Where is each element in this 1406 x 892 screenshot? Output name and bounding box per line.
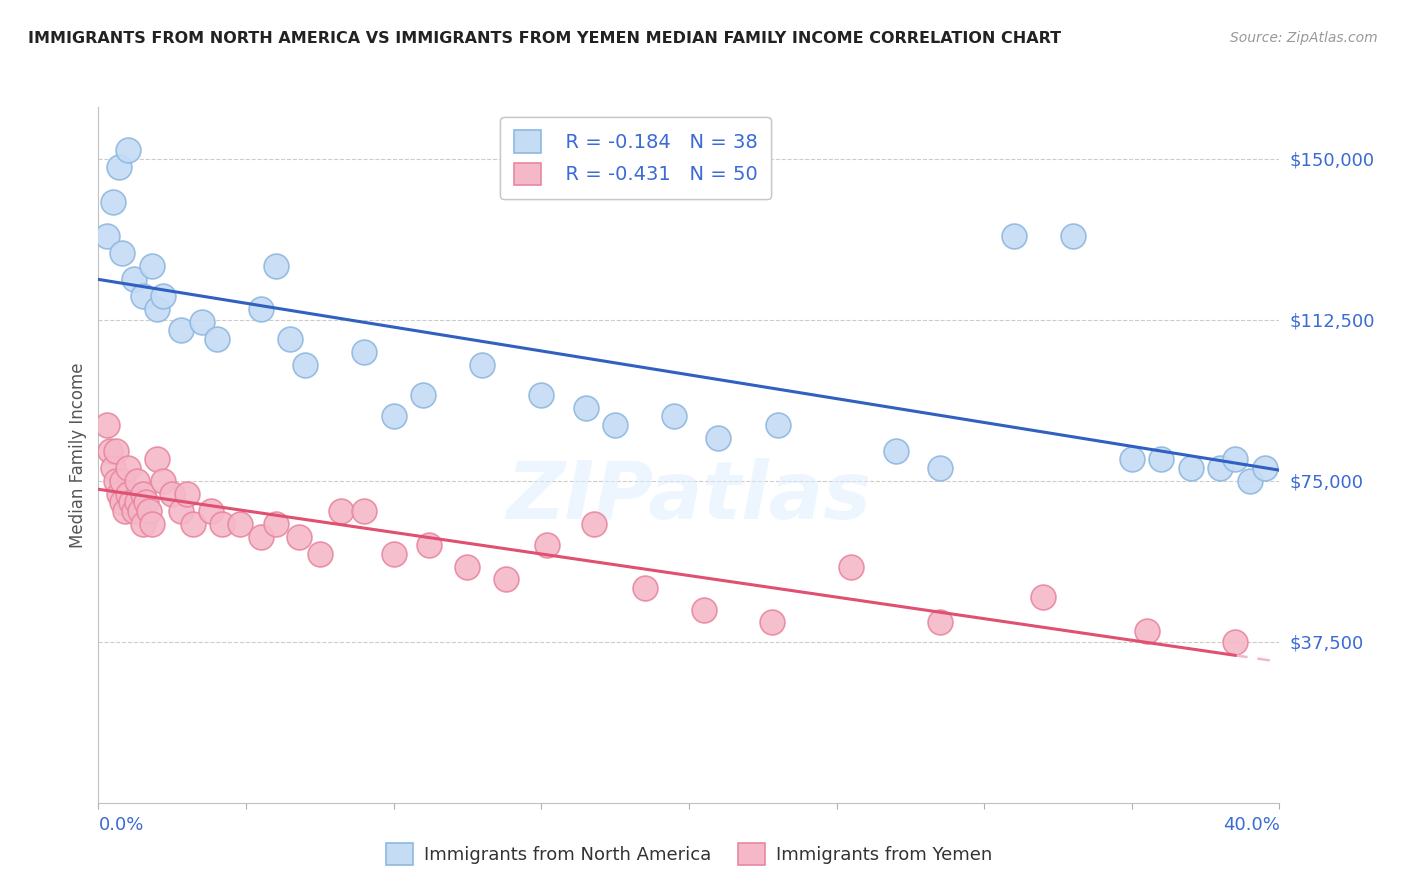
Point xyxy=(530,388,553,402)
Point xyxy=(1135,624,1157,638)
Text: IMMIGRANTS FROM NORTH AMERICA VS IMMIGRANTS FROM YEMEN MEDIAN FAMILY INCOME CORR: IMMIGRANTS FROM NORTH AMERICA VS IMMIGRA… xyxy=(28,31,1062,46)
Text: 0.0%: 0.0% xyxy=(98,816,143,834)
Point xyxy=(536,538,558,552)
Point xyxy=(583,516,606,531)
Point xyxy=(1002,228,1025,243)
Point xyxy=(309,547,332,561)
Point xyxy=(264,259,287,273)
Text: Source: ZipAtlas.com: Source: ZipAtlas.com xyxy=(1230,31,1378,45)
Point xyxy=(146,301,169,316)
Y-axis label: Median Family Income: Median Family Income xyxy=(69,362,87,548)
Point xyxy=(120,495,142,509)
Point xyxy=(664,409,686,424)
Point xyxy=(707,431,730,445)
Point xyxy=(132,486,155,500)
Point xyxy=(114,504,136,518)
Point xyxy=(181,516,204,531)
Point xyxy=(928,460,950,475)
Point xyxy=(329,504,352,518)
Legend: Immigrants from North America, Immigrants from Yemen: Immigrants from North America, Immigrant… xyxy=(377,834,1001,874)
Point xyxy=(122,272,145,286)
Point xyxy=(108,160,131,174)
Point xyxy=(103,460,125,475)
Point xyxy=(138,504,160,518)
Point xyxy=(96,228,118,243)
Point xyxy=(1239,474,1261,488)
Point xyxy=(1223,634,1246,648)
Point xyxy=(412,388,434,402)
Point xyxy=(1121,452,1143,467)
Point xyxy=(693,602,716,616)
Point xyxy=(766,417,789,432)
Point xyxy=(176,486,198,500)
Point xyxy=(633,581,655,595)
Point xyxy=(125,495,148,509)
Legend:   R = -0.184   N = 38,   R = -0.431   N = 50: R = -0.184 N = 38, R = -0.431 N = 50 xyxy=(501,117,772,199)
Point xyxy=(1180,460,1202,475)
Point xyxy=(928,615,950,630)
Point xyxy=(418,538,440,552)
Point xyxy=(103,194,125,209)
Point xyxy=(117,460,139,475)
Point xyxy=(1209,460,1232,475)
Point xyxy=(278,332,302,346)
Point xyxy=(211,516,233,531)
Point xyxy=(761,615,783,630)
Text: 40.0%: 40.0% xyxy=(1223,816,1279,834)
Point xyxy=(605,417,627,432)
Point xyxy=(1062,228,1084,243)
Point xyxy=(382,547,405,561)
Point xyxy=(1254,460,1277,475)
Point xyxy=(839,559,862,574)
Point xyxy=(1032,590,1054,604)
Point xyxy=(382,409,405,424)
Point xyxy=(1150,452,1173,467)
Text: ZIPatlas: ZIPatlas xyxy=(506,458,872,536)
Point xyxy=(264,516,287,531)
Point xyxy=(141,516,163,531)
Point xyxy=(229,516,252,531)
Point xyxy=(170,504,193,518)
Point xyxy=(456,559,478,574)
Point xyxy=(250,529,273,543)
Point xyxy=(191,315,214,329)
Point xyxy=(353,504,375,518)
Point xyxy=(111,474,134,488)
Point xyxy=(205,332,228,346)
Point xyxy=(117,486,139,500)
Point xyxy=(495,573,517,587)
Point xyxy=(105,474,128,488)
Point xyxy=(111,495,134,509)
Point xyxy=(162,486,183,500)
Point xyxy=(111,246,134,260)
Point xyxy=(152,289,174,303)
Point xyxy=(122,504,145,518)
Point xyxy=(132,516,155,531)
Point xyxy=(98,443,121,458)
Point xyxy=(353,344,375,359)
Point xyxy=(152,474,174,488)
Point xyxy=(200,504,222,518)
Point xyxy=(471,358,494,372)
Point xyxy=(117,143,139,157)
Point xyxy=(132,289,155,303)
Point xyxy=(1223,452,1246,467)
Point xyxy=(884,443,907,458)
Point xyxy=(288,529,311,543)
Point xyxy=(294,358,316,372)
Point xyxy=(108,486,131,500)
Point xyxy=(96,417,118,432)
Point xyxy=(125,474,148,488)
Point xyxy=(170,323,193,337)
Point xyxy=(128,504,150,518)
Point xyxy=(574,401,596,415)
Point xyxy=(250,301,273,316)
Point xyxy=(141,259,163,273)
Point xyxy=(135,495,157,509)
Point xyxy=(146,452,169,467)
Point xyxy=(105,443,128,458)
